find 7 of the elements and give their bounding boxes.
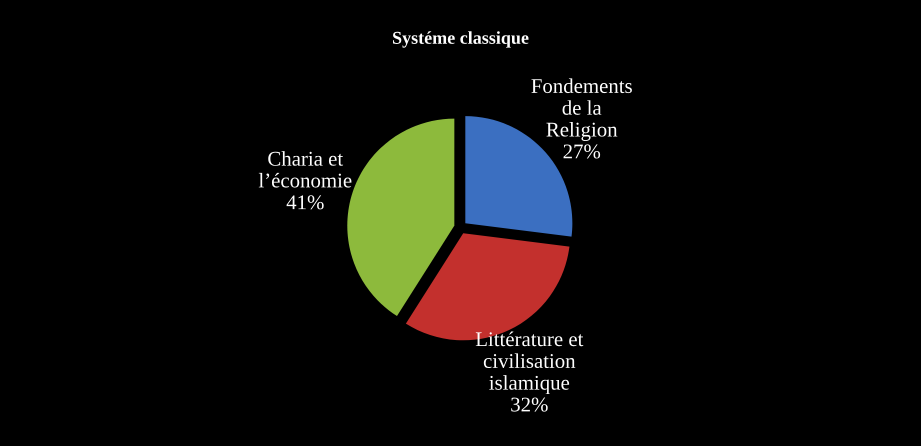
slice-label: Littérature et civilisation islamique: [476, 332, 584, 394]
slice-label: Fondements de la Religion: [531, 78, 632, 141]
data-label: 32%: [511, 398, 548, 412]
data-label: 41%: [286, 195, 324, 210]
data-label: 27%: [564, 144, 600, 159]
chart-title: Systéme classique: [393, 31, 528, 48]
slice-label: Charia et l’économie: [258, 151, 352, 188]
